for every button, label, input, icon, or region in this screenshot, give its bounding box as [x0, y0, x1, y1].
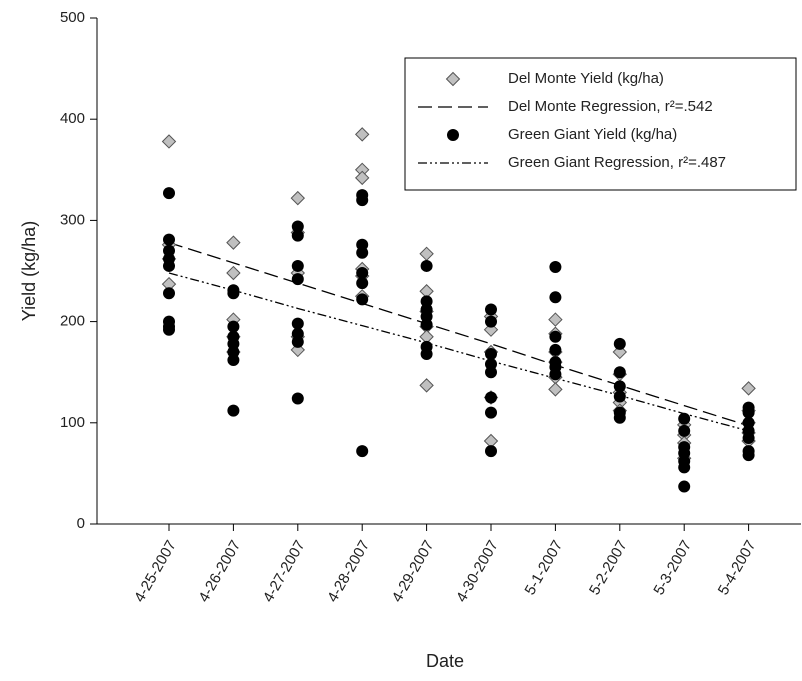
data-point: [161, 134, 177, 149]
data-point: [613, 337, 626, 350]
data-point: [356, 277, 369, 290]
data-point: [678, 424, 691, 437]
data-point: [742, 406, 755, 419]
y-tick-label: 500: [60, 9, 85, 26]
data-point: [163, 259, 175, 272]
x-tick-label: 5-1-2007: [522, 537, 567, 598]
legend-swatch: [447, 129, 459, 141]
data-point: [549, 260, 562, 273]
data-point: [741, 381, 756, 396]
y-axis-label: Yield (kg/ha): [19, 221, 39, 321]
data-point: [291, 335, 304, 348]
data-point: [291, 273, 304, 286]
y-tick-label: 0: [77, 515, 85, 532]
legend-label: Del Monte Yield (kg/ha): [508, 70, 664, 87]
data-point: [485, 445, 497, 458]
data-point: [613, 390, 626, 403]
y-tick-label: 300: [60, 211, 85, 228]
data-point: [227, 320, 240, 333]
data-point: [227, 354, 240, 367]
data-point: [227, 404, 240, 417]
data-point: [549, 291, 562, 304]
data-point: [613, 366, 626, 379]
legend-label: Green Giant Yield (kg/ha): [508, 126, 677, 143]
x-tick-label: 4-30-2007: [453, 537, 502, 605]
data-point: [354, 127, 370, 142]
data-point: [291, 259, 304, 272]
data-point: [291, 220, 304, 233]
data-point: [163, 233, 175, 246]
data-point: [549, 343, 562, 356]
data-point: [485, 315, 497, 328]
data-point: [226, 265, 241, 281]
x-tick-label: 4-26-2007: [195, 537, 244, 605]
data-point: [356, 246, 369, 259]
data-point: [419, 246, 434, 262]
data-point: [163, 187, 175, 200]
data-point: [613, 380, 626, 393]
data-point: [485, 366, 497, 379]
data-point: [678, 412, 691, 425]
y-tick-label: 200: [60, 313, 85, 330]
data-point: [420, 318, 433, 331]
legend-swatch: [445, 71, 461, 87]
data-point: [291, 229, 304, 242]
data-point: [356, 445, 369, 458]
data-point: [485, 347, 497, 360]
data-point: [290, 190, 306, 206]
x-tick-label: 4-27-2007: [260, 537, 309, 605]
y-tick-label: 400: [60, 110, 85, 127]
data-point: [227, 287, 240, 300]
data-point: [613, 411, 626, 424]
data-point: [163, 323, 175, 336]
x-tick-label: 5-2-2007: [586, 537, 631, 598]
data-point: [678, 461, 691, 474]
data-point: [548, 382, 563, 397]
data-point: [742, 431, 755, 444]
regression-line: [168, 272, 749, 432]
data-point: [549, 330, 562, 343]
data-point: [291, 392, 304, 405]
x-tick-label: 5-3-2007: [650, 537, 695, 598]
data-point: [485, 406, 497, 419]
data-point: [419, 378, 434, 393]
data-point: [226, 235, 241, 250]
data-point: [678, 480, 691, 493]
data-point: [291, 317, 304, 330]
data-point: [420, 259, 433, 272]
legend-label: Del Monte Regression, r²=.542: [508, 98, 713, 115]
data-point: [420, 347, 433, 360]
x-tick-label: 4-25-2007: [131, 537, 180, 605]
legend-box: [404, 57, 797, 191]
x-tick-label: 4-28-2007: [324, 537, 373, 605]
data-point: [356, 293, 369, 306]
data-point: [549, 368, 562, 381]
legend-label: Green Giant Regression, r²=.487: [508, 154, 726, 171]
x-tick-label: 4-29-2007: [389, 537, 438, 605]
data-point: [485, 391, 497, 404]
y-tick-label: 100: [60, 414, 85, 431]
data-point: [356, 267, 369, 280]
data-point: [742, 449, 755, 462]
x-tick-label: 5-4-2007: [715, 537, 760, 598]
data-point: [485, 303, 497, 316]
data-point: [356, 189, 369, 202]
data-point: [548, 312, 563, 327]
x-axis-label: Date: [426, 651, 464, 671]
data-point: [163, 287, 175, 300]
regression-line: [168, 242, 749, 427]
data-point: [354, 170, 370, 186]
